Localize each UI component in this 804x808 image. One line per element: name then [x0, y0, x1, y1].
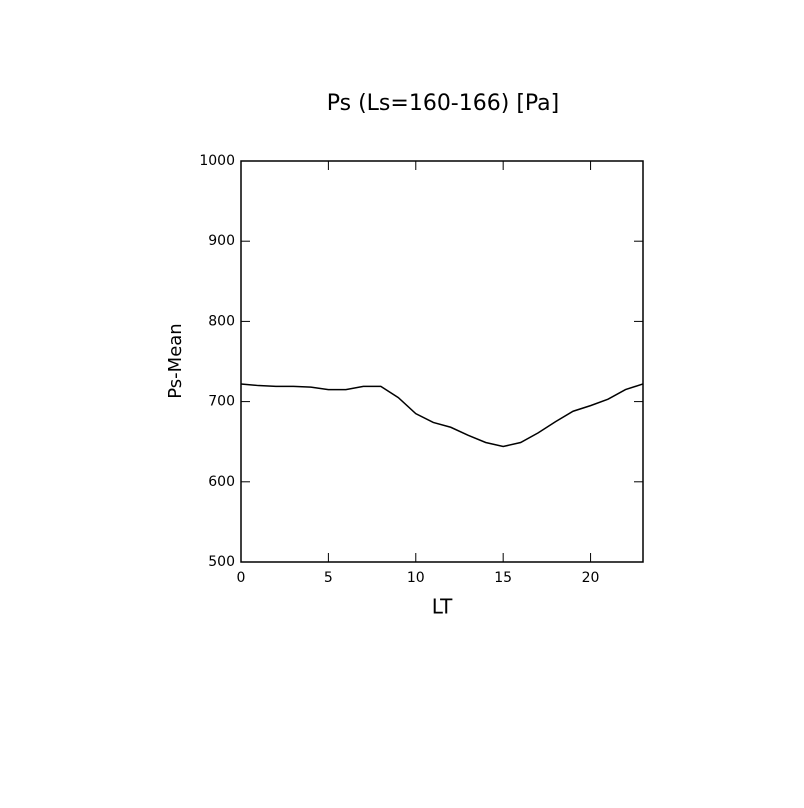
- plot-frame: [240, 160, 644, 563]
- x-axis-label: LT: [432, 595, 453, 619]
- x-tick-label: 15: [494, 570, 512, 586]
- data-line: [240, 383, 644, 448]
- y-tick-label: 700: [208, 394, 235, 410]
- y-tick-label: 1000: [199, 153, 235, 169]
- y-tick-label: 800: [208, 313, 235, 329]
- x-tick-label: 0: [237, 570, 246, 586]
- x-tick-label: 20: [582, 570, 600, 586]
- y-tick-label: 900: [208, 233, 235, 249]
- y-tick-label: 500: [208, 554, 235, 570]
- y-tick-label: 600: [208, 474, 235, 490]
- x-tick-label: 10: [407, 570, 425, 586]
- y-axis-label: Ps-Mean: [165, 323, 186, 398]
- chart-title: Ps (Ls=160-166) [Pa]: [327, 91, 560, 116]
- x-tick-label: 5: [324, 570, 333, 586]
